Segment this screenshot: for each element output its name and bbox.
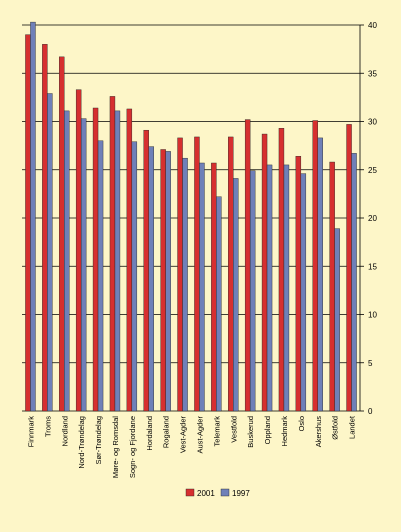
bar-2001-vestfold — [228, 136, 234, 412]
bar-1997-telemark — [216, 196, 222, 412]
bar-2001-oppland — [261, 133, 268, 412]
bar-1997-møre-og-romsdal — [114, 110, 121, 412]
x-category-label: Hedmark — [280, 416, 289, 447]
x-category-label: Troms — [43, 416, 52, 437]
y-tick-label: 10 — [368, 311, 377, 320]
y-tick-label: 20 — [368, 214, 377, 223]
y-tick-label: 5 — [368, 359, 373, 368]
bar-2001-rogaland — [160, 149, 166, 412]
x-category-label: Møre- og Romsdal — [111, 416, 120, 478]
legend-label-2001: 2001 — [197, 489, 215, 498]
bar-1997-nord-trøndelag — [80, 118, 87, 412]
bar-1997-vestfold — [233, 178, 239, 412]
bar-2001-akershus — [312, 120, 318, 412]
bar-1997-oppland — [266, 164, 273, 412]
bar-1997-buskerud — [249, 170, 256, 412]
bar-1997-oslo — [300, 173, 307, 412]
legend: 2001 1997 — [185, 488, 250, 498]
bar-2001-landet — [346, 124, 352, 412]
x-category-label: Rogaland — [162, 416, 171, 448]
bar-2001-sogn-og-fjordane — [126, 108, 133, 412]
bar-1997-vest-agder — [182, 157, 188, 412]
bar-1997-landet — [351, 153, 357, 412]
y-tick-label: 0 — [368, 407, 373, 416]
bar-2001-telemark — [211, 162, 217, 412]
bar-2001-møre-og-romsdal — [109, 96, 116, 412]
bar-2001-finnmark — [25, 34, 31, 412]
legend-label-1997: 1997 — [232, 489, 250, 498]
bar-1997-hedmark — [283, 164, 290, 412]
bar-2001-nord-trøndelag — [75, 89, 82, 412]
x-category-label: Landet — [348, 415, 357, 439]
bar-2001-buskerud — [244, 119, 251, 412]
x-category-label: Buskerud — [246, 416, 255, 448]
y-tick-label: 25 — [368, 166, 377, 175]
x-category-label: Telemark — [212, 416, 221, 447]
x-category-label: Hordaland — [145, 416, 154, 451]
bar-1997-sogn-og-fjordane — [131, 141, 138, 412]
x-category-label: Vest-Agder — [179, 416, 188, 454]
x-category-labels: Finnmark Troms Nordland Nord-Trøndelag Sør-T… — [26, 415, 356, 478]
bar-2001-aust-agder — [194, 136, 200, 412]
x-category-label: Sogn- og Fjordane — [128, 416, 137, 478]
x-category-label: Aust-Agder — [195, 416, 204, 454]
bar-1997-troms — [47, 93, 53, 412]
x-category-label: Finnmark — [26, 416, 35, 448]
x-category-label: Sør-Trøndelag — [94, 416, 103, 464]
legend-swatch-1997 — [220, 488, 230, 497]
x-category-label: Oppland — [263, 416, 272, 444]
bar-2001-troms — [42, 44, 48, 412]
bar-2001-hedmark — [278, 128, 285, 412]
bar-1997-akershus — [317, 137, 323, 412]
x-category-label: Nord-Trøndelag — [77, 416, 86, 469]
bar-2001-oslo — [295, 156, 302, 412]
x-category-label: Oslo — [297, 416, 306, 431]
legend-swatch-2001 — [185, 488, 195, 497]
bar-1997-østfold — [334, 228, 340, 412]
bars — [25, 21, 357, 412]
y-tick-label: 35 — [368, 69, 377, 78]
bar-2001-sør-trøndelag — [92, 107, 99, 412]
y-tick-label: 15 — [368, 262, 377, 271]
x-category-label: Akershus — [314, 416, 323, 448]
bar-2001-østfold — [329, 161, 335, 412]
bar-2001-nordland — [59, 56, 65, 412]
x-category-label: Nordland — [60, 416, 69, 446]
x-category-label: Vestfold — [229, 416, 238, 443]
x-category-label: Østfold — [331, 416, 340, 440]
bar-1997-aust-agder — [199, 162, 205, 412]
bar-1997-nordland — [64, 110, 70, 412]
y-tick-labels: 0 5 10 15 20 25 30 35 40 — [368, 21, 377, 416]
bar-1997-sør-trøndelag — [97, 140, 104, 412]
bar-1997-rogaland — [165, 151, 171, 412]
bar-1997-finnmark — [30, 21, 36, 412]
bar-2001-vest-agder — [177, 137, 183, 412]
y-tick-label: 30 — [368, 118, 377, 127]
bar-2001-hordaland — [143, 129, 149, 412]
bar-1997-hordaland — [148, 146, 154, 412]
y-tick-label: 40 — [368, 21, 377, 30]
